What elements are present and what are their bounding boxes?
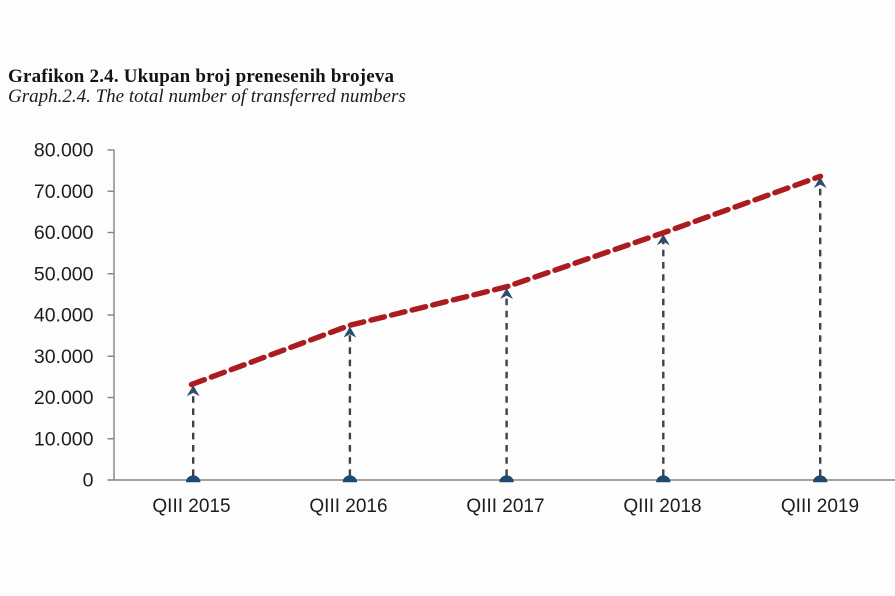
svg-text:QIII 2019: QIII 2019 xyxy=(781,496,859,517)
svg-text:QIII 2016: QIII 2016 xyxy=(309,496,387,517)
svg-text:70.000: 70.000 xyxy=(34,181,94,203)
svg-text:QIII 2015: QIII 2015 xyxy=(152,496,230,517)
svg-text:50.000: 50.000 xyxy=(34,263,94,285)
svg-text:20.000: 20.000 xyxy=(34,387,94,409)
svg-text:60.000: 60.000 xyxy=(34,222,94,244)
svg-text:10.000: 10.000 xyxy=(34,428,94,450)
svg-text:0: 0 xyxy=(83,470,94,492)
svg-text:30.000: 30.000 xyxy=(34,346,94,368)
svg-text:QIII 2017: QIII 2017 xyxy=(466,496,544,517)
svg-text:40.000: 40.000 xyxy=(34,305,94,327)
svg-text:QIII 2018: QIII 2018 xyxy=(623,496,701,517)
svg-text:80.000: 80.000 xyxy=(34,140,94,162)
